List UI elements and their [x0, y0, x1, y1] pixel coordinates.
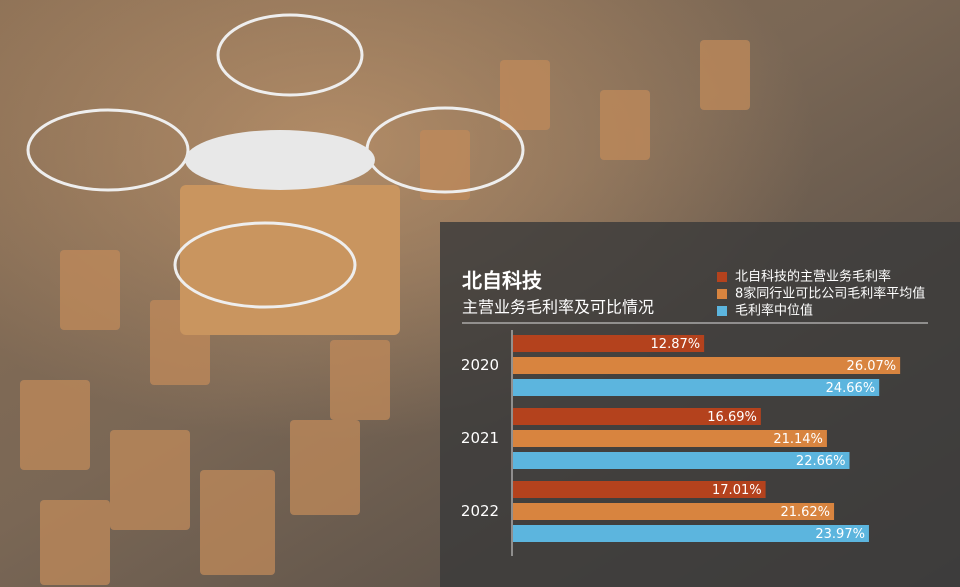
- bar: [513, 452, 850, 469]
- drone-illustration: [26, 13, 525, 335]
- bar: [513, 357, 901, 374]
- bar: [513, 408, 761, 425]
- y-tick-label: 2020: [461, 356, 499, 374]
- value-label: 21.14%: [773, 432, 823, 447]
- bar: [513, 430, 827, 447]
- chart-title: 北自科技: [462, 269, 543, 293]
- bar: [513, 379, 880, 396]
- value-label: 22.66%: [796, 454, 846, 469]
- background-boxes: [20, 40, 750, 585]
- chart-subtitle: 主营业务毛利率及可比情况: [462, 298, 654, 317]
- y-tick-label: 2021: [461, 429, 499, 447]
- bar: [513, 335, 705, 352]
- legend-swatch: [717, 272, 727, 282]
- value-label: 24.66%: [826, 381, 876, 396]
- value-label: 16.69%: [707, 410, 757, 425]
- bar: [513, 525, 869, 542]
- value-label: 23.97%: [815, 527, 865, 542]
- value-label: 12.87%: [651, 337, 701, 352]
- bar: [513, 481, 766, 498]
- y-tick-label: 2022: [461, 502, 499, 520]
- legend-label: 毛利率中位值: [735, 303, 813, 319]
- bar: [513, 503, 835, 520]
- value-label: 21.62%: [780, 505, 830, 520]
- legend-label: 8家同行业可比公司毛利率平均值: [735, 286, 925, 302]
- legend-label: 北自科技的主营业务毛利率: [735, 269, 891, 285]
- legend-swatch: [717, 289, 727, 299]
- legend-swatch: [717, 306, 727, 316]
- value-label: 17.01%: [712, 483, 762, 498]
- value-label: 26.07%: [847, 359, 897, 374]
